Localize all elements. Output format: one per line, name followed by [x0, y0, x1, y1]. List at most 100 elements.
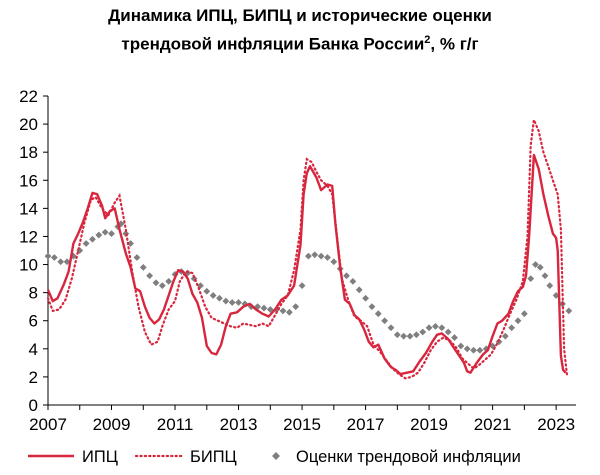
trend-point: [89, 235, 96, 243]
x-tick-label: 2011: [157, 415, 194, 434]
trend-point: [133, 254, 141, 261]
trend-point: [451, 334, 458, 341]
trend-point: [419, 328, 427, 336]
trend-point: [463, 345, 471, 353]
legend-core-cpi-label: БИПЦ: [190, 448, 237, 466]
trend-point: [158, 282, 166, 290]
y-axis-ticks: 0 2 4 6 8 10 12 14 16 18 20 22: [19, 87, 48, 415]
trend-point: [532, 261, 539, 268]
trend-point: [292, 303, 300, 311]
trend-point: [527, 275, 535, 282]
trend-point: [444, 328, 452, 336]
trend-point: [406, 332, 414, 340]
series-cpi-line: [46, 153, 567, 376]
y-tick-label: 4: [29, 340, 38, 359]
trend-point: [273, 306, 281, 313]
trend-point: [476, 346, 484, 354]
trend-point: [343, 272, 350, 280]
y-tick-label: 20: [19, 115, 38, 134]
y-tick-label: 10: [19, 256, 38, 275]
trend-point: [432, 322, 439, 330]
trend-point: [203, 287, 211, 295]
series-layer: [44, 115, 573, 380]
x-tick-label: 2015: [283, 415, 321, 434]
trend-point: [127, 240, 134, 247]
trend-point: [520, 310, 528, 318]
trend-point: [117, 220, 125, 228]
chart-title-suffix: , % г/г: [430, 34, 479, 54]
x-tick-label: 2009: [93, 415, 131, 434]
trend-point: [63, 258, 71, 266]
series-core-cpi-line: [46, 115, 569, 380]
trend-point: [387, 324, 395, 332]
chart-title: Динамика ИПЦ, БИПЦ и исторические оценки…: [0, 4, 600, 57]
y-tick-label: 0: [29, 396, 38, 415]
x-tick-label: 2021: [474, 415, 512, 434]
trend-point: [108, 230, 115, 238]
trend-point: [457, 342, 465, 350]
trend-point: [400, 332, 408, 340]
trend-point: [412, 331, 420, 339]
trend-point: [222, 297, 230, 305]
y-tick-label: 18: [19, 143, 38, 162]
trend-point: [311, 251, 319, 259]
trend-point: [362, 294, 369, 302]
trend-point: [324, 254, 331, 261]
trend-point: [165, 278, 173, 285]
trend-point: [393, 331, 401, 339]
legend-cpi-label: ИПЦ: [82, 448, 118, 466]
y-tick-label: 8: [29, 284, 38, 303]
trend-point: [235, 299, 242, 306]
y-tick-label: 12: [19, 227, 38, 246]
trend-point: [254, 303, 261, 311]
trend-point: [368, 303, 376, 311]
trend-point: [82, 240, 90, 247]
y-tick-label: 2: [29, 368, 38, 387]
trend-point: [317, 252, 325, 260]
trend-point: [95, 231, 103, 239]
trend-point: [209, 292, 217, 299]
trend-point: [374, 310, 382, 318]
trend-point: [146, 272, 154, 280]
legend-trend-label: Оценки трендовой инфляции: [296, 448, 521, 466]
chart-title-line-1: Динамика ИПЦ, БИПЦ и исторические оценки: [108, 6, 492, 25]
trend-point: [101, 228, 109, 236]
y-tick-label: 22: [19, 87, 38, 106]
legend-trend-swatch: [272, 452, 280, 460]
trend-point: [565, 307, 573, 315]
trend-point: [279, 307, 287, 315]
trend-point: [305, 252, 312, 260]
trend-point: [76, 247, 84, 254]
trend-point: [501, 332, 509, 340]
trend-point: [285, 308, 293, 316]
trend-point: [228, 299, 236, 306]
legend: ИПЦ БИПЦ Оценки трендовой инфляции: [28, 448, 521, 466]
trend-point: [349, 278, 357, 285]
x-tick-label: 2013: [220, 415, 258, 434]
trend-point: [330, 258, 338, 266]
x-tick-label: 2017: [347, 415, 385, 434]
trend-point: [514, 317, 522, 325]
trend-point: [44, 252, 52, 260]
trend-point: [546, 282, 554, 290]
y-tick-label: 6: [29, 312, 38, 331]
trend-point: [260, 304, 268, 312]
chart-title-line-2-text: трендовой инфляции Банка России: [121, 34, 425, 54]
trend-point: [438, 324, 446, 332]
trend-point: [508, 324, 516, 332]
trend-point: [216, 294, 223, 302]
trend-point: [298, 282, 306, 290]
trend-point: [355, 286, 363, 294]
trend-point: [470, 346, 477, 354]
x-tick-label: 2019: [410, 415, 448, 434]
trend-point: [57, 258, 65, 266]
chart-title-footnote-mark: 2: [424, 34, 431, 46]
y-tick-label: 16: [19, 171, 38, 190]
x-axis-ticks: 2007 2009 2011 2013 2015 2017 2019 2021 2023: [29, 405, 575, 434]
trend-point: [425, 324, 433, 332]
trend-point: [50, 254, 58, 261]
y-tick-label: 14: [19, 199, 38, 218]
trend-point: [536, 263, 544, 271]
trend-point: [541, 272, 549, 280]
